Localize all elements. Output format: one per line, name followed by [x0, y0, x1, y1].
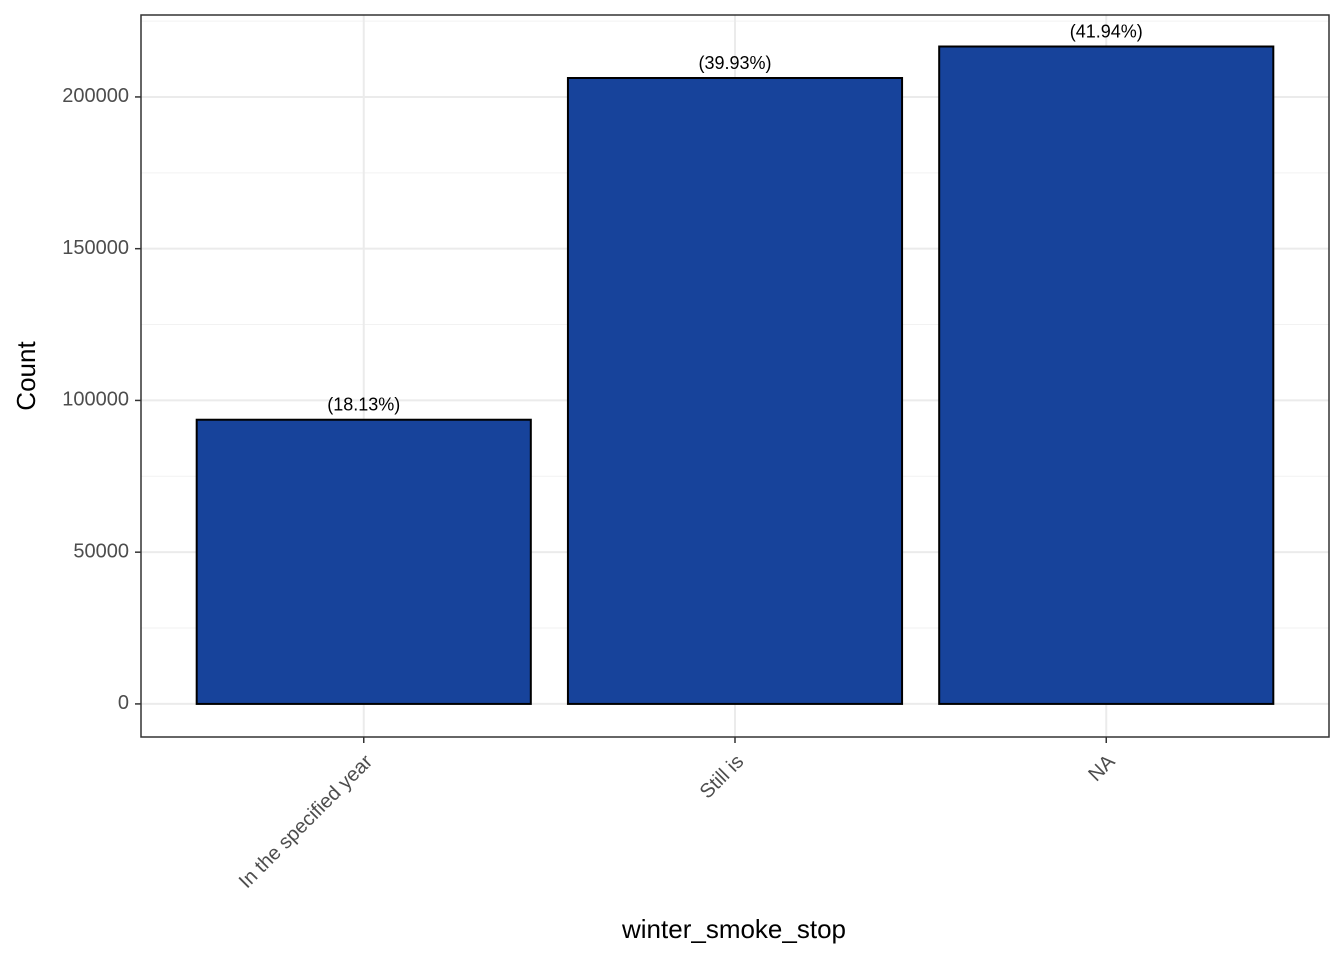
x-tick-label: In the specified year — [235, 750, 377, 892]
y-tick-label: 0 — [118, 692, 129, 714]
bar-annotation: (18.13%) — [327, 394, 400, 414]
bar-annotation: (41.94%) — [1070, 21, 1143, 41]
y-tick-label: 50000 — [73, 540, 129, 562]
x-tick-label: NA — [1084, 750, 1120, 786]
x-axis-title: winter_smoke_stop — [621, 914, 846, 944]
bar — [195, 418, 532, 705]
bar-annotation: (39.93%) — [698, 53, 771, 73]
x-tick-label: Still is — [696, 751, 748, 803]
y-tick-label: 150000 — [62, 237, 129, 259]
panel-border — [140, 14, 1330, 738]
y-axis-title: Count — [11, 341, 41, 411]
bar — [566, 77, 904, 705]
y-tick-label: 200000 — [62, 85, 129, 107]
y-tick-label: 100000 — [62, 389, 129, 411]
bar — [938, 45, 1275, 705]
